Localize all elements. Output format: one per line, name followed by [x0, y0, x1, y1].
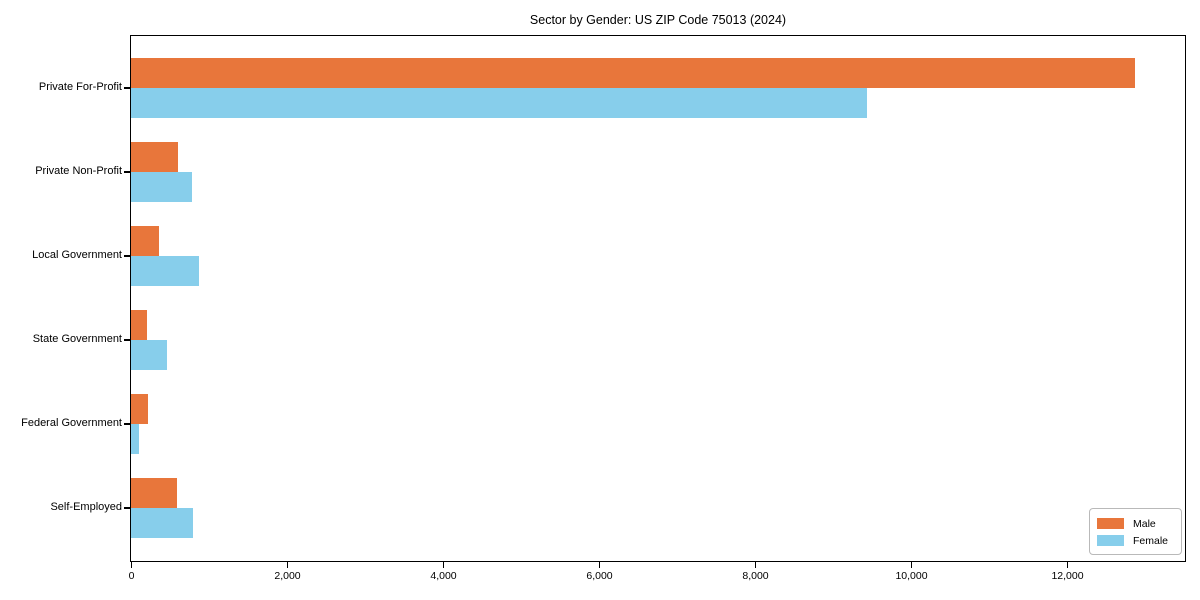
y-axis-label-federal-government: Federal Government: [21, 417, 122, 429]
legend: Male Female: [1089, 508, 1182, 555]
bar-male-federal-government: [131, 393, 149, 424]
plot-area: [130, 35, 1186, 562]
x-tick-8000: [754, 562, 757, 568]
y-axis-label-local-government: Local Government: [32, 249, 122, 261]
legend-item-female: Female: [1097, 532, 1181, 549]
y-tick-federal-government: [124, 423, 130, 425]
bar-female-local-government: [131, 255, 199, 286]
y-axis-label-private-non-profit: Private Non-Profit: [35, 165, 122, 177]
bar-male-private-for-profit: [131, 57, 1135, 88]
y-axis-label-private-for-profit: Private For-Profit: [38, 81, 122, 93]
x-tick-12000: [1066, 562, 1069, 568]
y-tick-private-non-profit: [124, 171, 130, 173]
legend-swatch-male: [1097, 518, 1124, 529]
x-tick-10000: [910, 562, 913, 568]
x-tick-label-0: 0: [128, 570, 135, 582]
y-axis-label-self-employed: Self-Employed: [50, 501, 122, 513]
bar-male-self-employed: [131, 477, 177, 508]
x-tick-0: [130, 562, 133, 568]
legend-item-male: Male: [1097, 515, 1181, 532]
y-tick-local-government: [124, 255, 130, 257]
chart-title: Sector by Gender: US ZIP Code 75013 (202…: [529, 13, 787, 27]
legend-label-male: Male: [1133, 517, 1156, 530]
x-tick-6000: [598, 562, 601, 568]
bar-male-local-government: [131, 225, 159, 256]
bar-female-federal-government: [131, 423, 140, 454]
bar-female-private-for-profit: [131, 87, 868, 118]
y-tick-private-for-profit: [124, 87, 130, 89]
y-tick-state-government: [124, 339, 130, 341]
x-tick-4000: [442, 562, 445, 568]
legend-swatch-female: [1097, 535, 1124, 546]
bar-female-self-employed: [131, 507, 194, 538]
x-tick-label-10000: 10,000: [895, 570, 928, 582]
x-tick-label-6000: 6,000: [586, 570, 613, 582]
y-axis-label-state-government: State Government: [32, 333, 122, 345]
bar-female-private-non-profit: [131, 171, 192, 202]
bar-male-private-non-profit: [131, 141, 178, 172]
x-tick-label-8000: 8,000: [742, 570, 769, 582]
bar-female-state-government: [131, 339, 167, 370]
legend-label-female: Female: [1133, 534, 1169, 547]
bar-male-state-government: [131, 309, 147, 340]
x-tick-label-2000: 2,000: [274, 570, 301, 582]
x-tick-label-4000: 4,000: [430, 570, 457, 582]
x-tick-label-12000: 12,000: [1051, 570, 1084, 582]
x-tick-2000: [286, 562, 289, 568]
y-tick-self-employed: [124, 507, 130, 509]
